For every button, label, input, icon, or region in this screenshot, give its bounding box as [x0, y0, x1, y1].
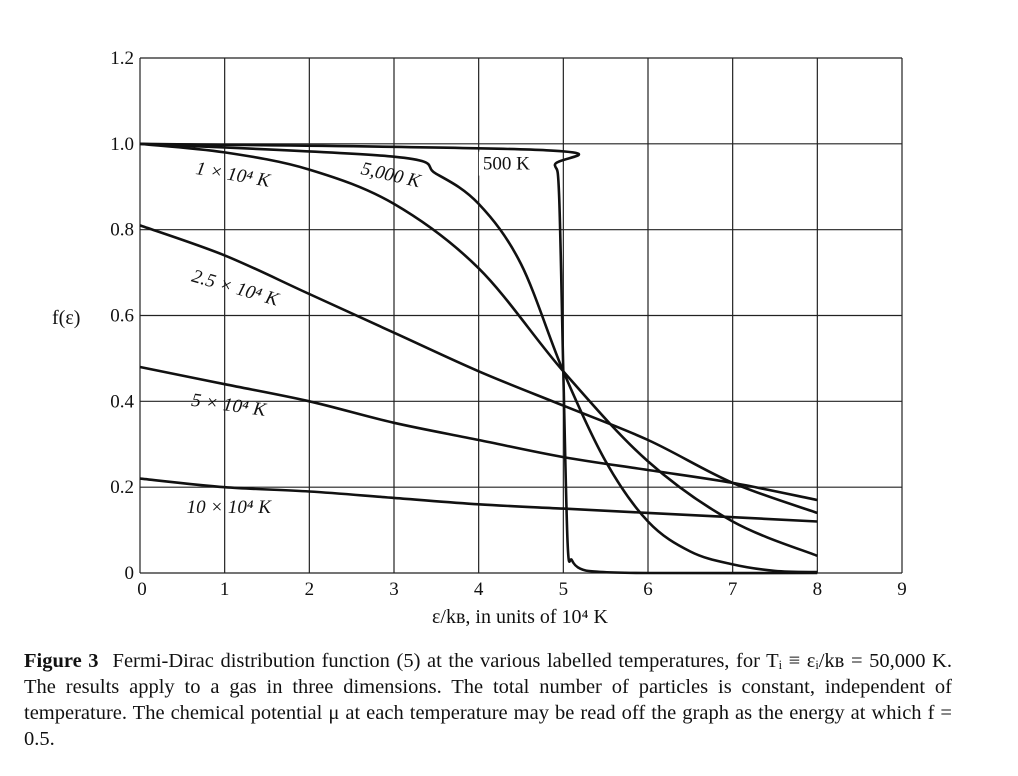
- fermi-dirac-chart: 0 1 2 3 4 5 6 7 8 9 0 0.2 0.4 0.6 0.8 1.0 1.2 500 K 5,000…: [52, 48, 907, 628]
- y-tick-label: 0.4: [110, 391, 134, 412]
- x-axis-title: ε/kʙ, in units of 10⁴ K: [432, 606, 608, 628]
- x-tick-label: 2: [305, 579, 315, 600]
- x-tick-label: 0: [137, 579, 147, 600]
- x-tick-label: 5: [559, 579, 569, 600]
- x-tick-label: 1: [220, 579, 230, 600]
- x-tick-label: 4: [474, 579, 484, 600]
- series-line-4: [139, 365, 818, 502]
- x-tick-label: 6: [643, 579, 653, 600]
- y-tick-label: 0.2: [110, 477, 134, 498]
- chart-curves: [139, 142, 818, 575]
- curve-label-0: 500 K: [483, 154, 530, 175]
- y-tick-label: 0: [125, 563, 135, 584]
- series-line-5: [139, 477, 818, 523]
- y-tick-label: 1.2: [110, 48, 134, 69]
- series-line-2: [139, 142, 818, 558]
- chart-tick-labels: 0 1 2 3 4 5 6 7 8 9 0 0.2 0.4 0.6 0.8 1.0 1.2: [110, 48, 907, 600]
- series-line-3: [139, 224, 818, 515]
- series-line-0: [139, 142, 818, 575]
- y-tick-label: 0.6: [110, 306, 134, 327]
- x-tick-label: 9: [897, 579, 907, 600]
- curve-label-3: 2.5 × 10⁴ K: [189, 266, 282, 311]
- figure-label: Figure 3: [24, 650, 99, 672]
- curve-label-5: 10 × 10⁴ K: [187, 497, 273, 518]
- curve-label-4: 5 × 10⁴ K: [190, 390, 268, 421]
- chart-grid: [139, 57, 903, 574]
- x-tick-label: 3: [389, 579, 399, 600]
- x-tick-label: 8: [813, 579, 823, 600]
- curve-label-1: 5,000 K: [359, 158, 424, 192]
- y-tick-label: 0.8: [110, 220, 134, 241]
- y-tick-label: 1.0: [110, 134, 134, 155]
- annotation-bg: [478, 151, 541, 176]
- x-tick-label: 7: [728, 579, 738, 600]
- y-axis-title: f(ε): [52, 307, 80, 329]
- curve-label-2: 1 × 10⁴ K: [194, 158, 273, 192]
- figure-caption-text: Fermi-Dirac distribution function (5) at…: [24, 650, 952, 750]
- chart-curve-labels: 500 K 5,000 K 1 × 10⁴ K 2.5 × 10⁴ K 5 × 10⁴ …: [187, 151, 541, 518]
- figure-caption: Figure 3 Fermi-Dirac distribution functio…: [24, 648, 952, 752]
